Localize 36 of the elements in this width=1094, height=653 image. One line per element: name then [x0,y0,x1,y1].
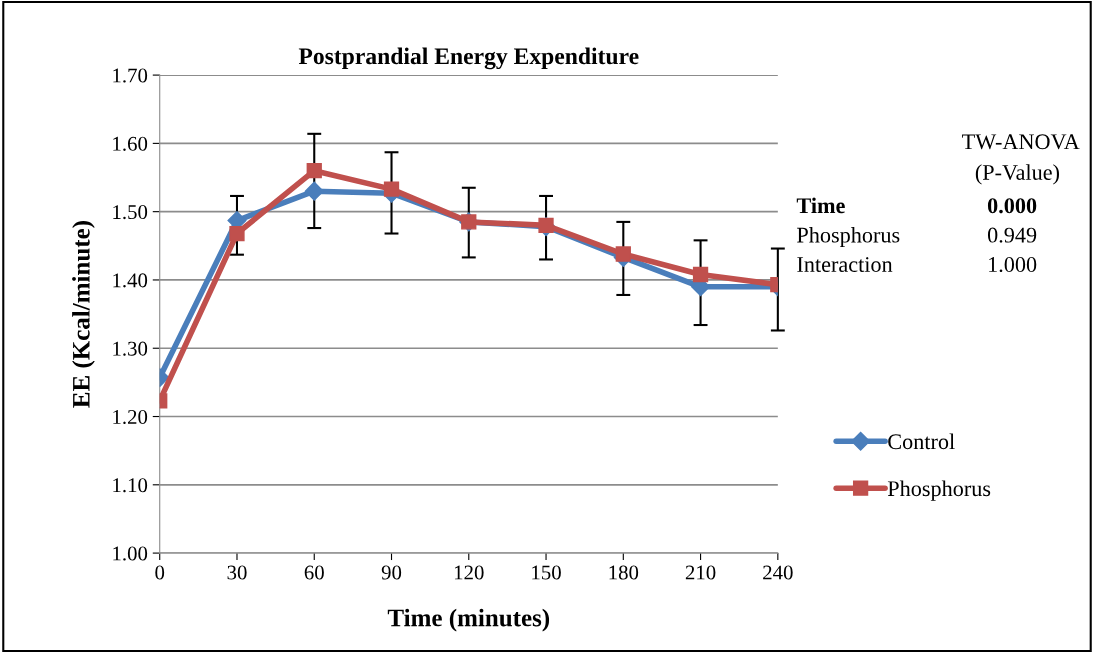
legend-label: Phosphorus [887,480,991,501]
x-tick-label: 120 [454,565,484,580]
text: Phosphorus [797,226,900,248]
y-axis-title: EE (Kcal/minute) [72,221,95,408]
text: 0.949 [987,227,1037,243]
y-tick-label: 1.20 [113,409,148,425]
point [692,266,709,283]
text: 1.000 [989,256,1037,273]
text: 0.000 [987,198,1037,214]
x-tick-label: 60 [304,565,324,580]
x-axis-title: Time (minutes) [387,608,550,632]
chart-title: Postprandial Energy Expenditure [298,47,639,70]
y-tick-label: 1.40 [113,273,148,288]
y-tick-label: 1.00 [113,546,148,561]
x-tick-label: 30 [227,565,247,580]
y-tick-label: 1.50 [113,205,148,220]
point [383,181,400,197]
x-tick-label: 150 [532,565,561,580]
point [229,225,245,242]
y-tick-label: 1.30 [113,341,148,356]
x-tick-label: 210 [685,565,716,580]
point [306,163,322,179]
legend-label: Control [888,433,955,450]
text: (P-Value) [975,164,1060,185]
text: TW-ANOVA [962,134,1080,150]
point [304,181,324,201]
text: Interaction [797,257,893,272]
x-tick-label: 90 [381,565,402,580]
x-tick-label: 0 [155,565,165,580]
point [615,246,631,262]
y-tick-label: 1.70 [113,68,148,83]
x-tick-label: 180 [609,565,639,580]
x-tick-label: 240 [763,565,793,580]
text: Time [796,197,845,214]
y-tick-label: 1.60 [113,136,148,151]
y-tick-label: 1.10 [113,478,148,493]
